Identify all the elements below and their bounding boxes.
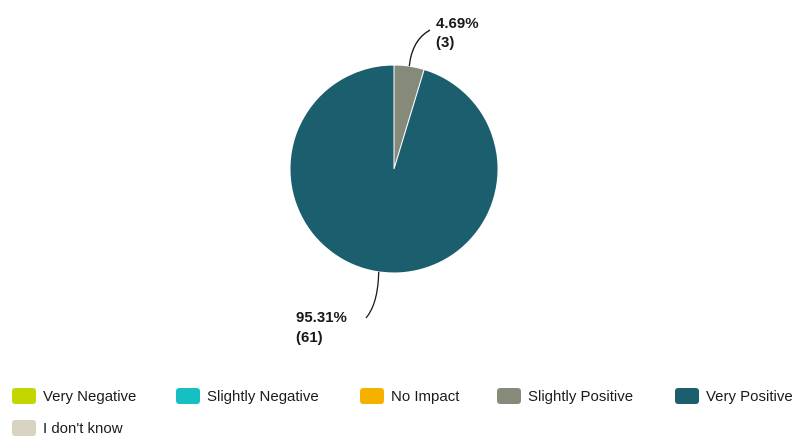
legend-item-slightly-positive: Slightly Positive <box>497 388 633 405</box>
legend-swatch-slightly-negative <box>176 388 200 404</box>
data-label-count-slightly-positive: (3) <box>436 34 454 51</box>
legend: Very Negative Slightly Negative No Impact S… <box>12 388 793 437</box>
legend-label-very-positive: Very Positive <box>706 388 793 405</box>
pie-slices <box>289 64 499 274</box>
legend-swatch-i-don-t-know <box>12 420 36 436</box>
legend-label-very-negative: Very Negative <box>43 388 136 405</box>
leader-line-slightly-positive <box>408 29 431 67</box>
legend-item-slightly-negative: Slightly Negative <box>176 388 319 405</box>
legend-swatch-no-impact <box>360 388 384 404</box>
data-label-percent-very-positive: 95.31% <box>296 309 347 326</box>
legend-item-i-don-t-know: I don't know <box>12 420 123 437</box>
legend-label-slightly-negative: Slightly Negative <box>207 388 319 405</box>
data-label-count-very-positive: (61) <box>296 329 323 346</box>
leader-lines <box>365 29 431 319</box>
legend-item-very-positive: Very Positive <box>675 388 793 405</box>
legend-swatch-very-negative <box>12 388 36 404</box>
leader-line-very-positive <box>365 271 380 319</box>
legend-label-slightly-positive: Slightly Positive <box>528 388 633 405</box>
legend-item-no-impact: No Impact <box>360 388 460 405</box>
legend-swatch-very-positive <box>675 388 699 404</box>
pie-slice-very-positive <box>289 64 499 274</box>
slice-labels: 4.69% (3) 95.31% (61) <box>296 15 479 346</box>
legend-label-i-don-t-know: I don't know <box>43 420 123 437</box>
legend-label-no-impact: No Impact <box>391 388 460 405</box>
legend-item-very-negative: Very Negative <box>12 388 136 405</box>
legend-swatch-slightly-positive <box>497 388 521 404</box>
data-label-percent-slightly-positive: 4.69% <box>436 15 479 32</box>
